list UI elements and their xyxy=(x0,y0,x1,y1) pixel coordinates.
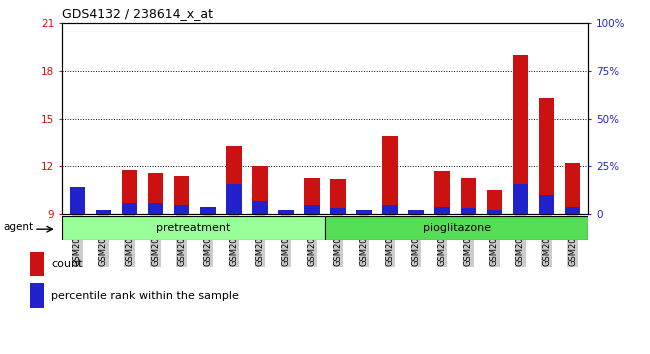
Bar xyxy=(70,187,85,214)
Bar xyxy=(200,206,216,214)
Bar xyxy=(565,163,580,214)
Bar xyxy=(325,216,588,240)
Bar xyxy=(30,284,44,308)
Bar xyxy=(565,206,580,214)
Bar xyxy=(62,216,325,240)
Text: agent: agent xyxy=(3,222,33,232)
Bar xyxy=(539,98,554,214)
Text: count: count xyxy=(51,259,83,269)
Bar xyxy=(122,170,137,214)
Bar xyxy=(487,190,502,214)
Bar xyxy=(434,171,450,214)
Bar xyxy=(122,203,137,214)
Bar xyxy=(174,176,189,214)
Bar xyxy=(487,210,502,214)
Bar xyxy=(382,205,398,214)
Bar xyxy=(304,177,320,214)
Bar xyxy=(356,211,372,214)
Bar xyxy=(174,205,189,214)
Bar xyxy=(461,177,476,214)
Bar xyxy=(70,208,85,214)
Bar xyxy=(252,201,268,214)
Bar xyxy=(330,179,346,214)
Bar xyxy=(539,195,554,214)
Bar xyxy=(148,203,163,214)
Bar xyxy=(96,212,111,214)
Bar xyxy=(382,136,398,214)
Bar xyxy=(356,210,372,214)
Text: pretreatment: pretreatment xyxy=(156,223,231,233)
Bar xyxy=(330,209,346,214)
Bar xyxy=(226,146,242,214)
Bar xyxy=(513,184,528,214)
Bar xyxy=(278,211,294,214)
Bar xyxy=(513,55,528,214)
Bar xyxy=(30,252,44,276)
Bar xyxy=(200,209,216,214)
Bar xyxy=(408,210,424,214)
Bar xyxy=(96,210,111,214)
Bar xyxy=(148,173,163,214)
Bar xyxy=(408,212,424,214)
Text: percentile rank within the sample: percentile rank within the sample xyxy=(51,291,239,301)
Bar xyxy=(252,166,268,214)
Text: GDS4132 / 238614_x_at: GDS4132 / 238614_x_at xyxy=(62,7,213,21)
Bar xyxy=(278,210,294,214)
Text: pioglitazone: pioglitazone xyxy=(422,223,491,233)
Bar xyxy=(304,205,320,214)
Bar xyxy=(434,206,450,214)
Bar xyxy=(461,209,476,214)
Bar xyxy=(226,184,242,214)
